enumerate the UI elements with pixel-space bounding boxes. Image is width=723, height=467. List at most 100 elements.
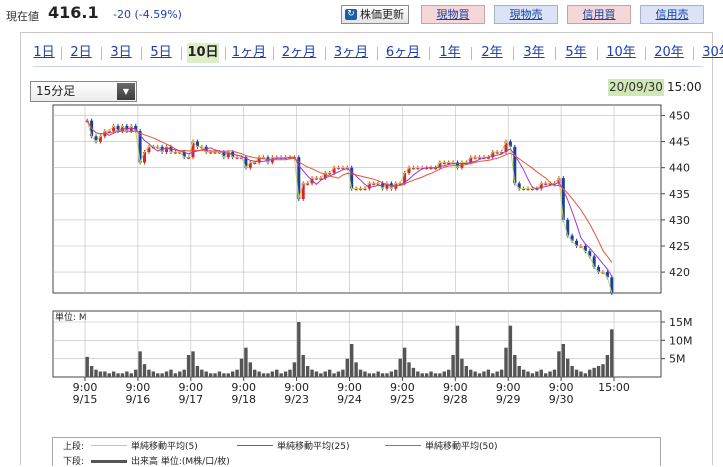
volume-bar — [169, 369, 173, 377]
period-tab-15[interactable]: 30年 — [702, 45, 723, 60]
volume-bar — [173, 373, 178, 377]
volume-bar — [310, 369, 314, 377]
volume-tick-label: 15M — [669, 316, 693, 329]
x-tick-date: 9/16 — [126, 393, 151, 406]
candle-body — [385, 183, 389, 189]
price-tick-label: 420 — [669, 266, 690, 279]
volume-bar — [270, 371, 275, 377]
candle-body — [314, 178, 318, 180]
legend-ma5: 単純移動平均(5) — [131, 442, 198, 452]
volume-bar — [385, 373, 389, 377]
volume-bar — [178, 371, 182, 377]
volume-bar — [526, 371, 530, 377]
margin-sell-button[interactable]: 信用売 — [640, 5, 704, 24]
x-tick-time: 9:00 — [178, 381, 203, 394]
volume-tick-label: 5M — [669, 353, 686, 366]
price-tick-label: 450 — [669, 109, 690, 122]
candle-body — [522, 188, 526, 191]
period-tab-11[interactable]: 3年 — [523, 45, 545, 60]
candle-body — [116, 125, 120, 132]
volume-bar — [486, 369, 491, 377]
volume-bar — [89, 366, 94, 377]
candle-body — [597, 266, 601, 273]
volume-bar — [156, 373, 160, 377]
x-tick-date: 9/23 — [284, 393, 309, 406]
refresh-quote-button[interactable]: ↻ 株価更新 — [341, 5, 409, 24]
period-tab-1[interactable]: 2日 — [70, 45, 92, 60]
volume-bar — [455, 325, 460, 377]
volume-bar — [367, 373, 372, 377]
candle-body — [376, 183, 380, 185]
interval-select[interactable]: 15分足 ▼ — [30, 81, 137, 102]
volume-bar — [592, 367, 596, 377]
volume-bar — [363, 371, 367, 377]
period-tab-13[interactable]: 10年 — [606, 45, 636, 60]
candle-body — [478, 157, 482, 159]
price-plot-frame — [52, 104, 662, 294]
candle-body — [253, 162, 257, 164]
period-tab-6[interactable]: 2ヶ月 — [281, 45, 317, 60]
volume-bar — [464, 366, 469, 377]
candle-body — [266, 157, 270, 163]
volume-bar — [358, 369, 363, 377]
period-tab-7[interactable]: 3ヶ月 — [333, 45, 369, 60]
volume-bar — [204, 371, 208, 377]
volume-bar — [548, 371, 552, 377]
volume-bar — [605, 355, 610, 377]
period-tab-2[interactable]: 3日 — [110, 45, 132, 60]
candle-body — [575, 240, 579, 246]
candle-body — [508, 141, 512, 147]
volume-bar — [398, 358, 402, 377]
volume-bar — [543, 373, 548, 377]
current-price: 416.1 — [48, 3, 99, 22]
spot-buy-button[interactable]: 現物買 — [421, 5, 485, 24]
period-tab-8[interactable]: 6ヶ月 — [385, 45, 421, 60]
candle-body — [182, 152, 186, 158]
volume-bar — [85, 356, 89, 377]
volume-bar — [424, 373, 429, 377]
candle-body — [381, 183, 385, 189]
price-tick-label: 435 — [669, 188, 690, 201]
period-tab-14[interactable]: 20年 — [654, 45, 684, 60]
period-separator — [225, 47, 226, 60]
x-tick-date: 9/25 — [390, 393, 415, 406]
candle-body — [447, 162, 451, 164]
period-tab-9[interactable]: 1年 — [439, 45, 461, 60]
candle-body — [610, 277, 614, 293]
volume-bar — [217, 371, 222, 377]
spot-sell-button[interactable]: 現物売 — [494, 5, 558, 24]
period-separator — [693, 47, 694, 60]
volume-bar — [552, 369, 557, 377]
volume-bar — [491, 373, 495, 377]
candle-body — [288, 157, 292, 159]
candle-body — [570, 235, 574, 241]
period-separator — [141, 47, 142, 60]
candle-body — [257, 157, 261, 163]
legend-swatch-ma25 — [237, 445, 273, 446]
candle-body — [535, 188, 539, 191]
period-tab-0[interactable]: 1日 — [33, 45, 55, 60]
volume-bar — [539, 369, 543, 377]
period-tab-3[interactable]: 5日 — [150, 45, 172, 60]
volume-bar — [116, 373, 120, 377]
chart-time: 15:00 — [667, 80, 702, 94]
volume-bar — [314, 371, 319, 377]
period-tab-5[interactable]: 1ヶ月 — [231, 45, 267, 60]
candle-body — [98, 136, 102, 142]
period-tab-4[interactable]: 10日 — [187, 43, 219, 63]
volume-bar — [588, 369, 592, 377]
candle-body — [226, 152, 230, 158]
period-tabs-divider — [33, 66, 703, 67]
volume-bar — [433, 373, 438, 377]
chart-legend: 上段: 単純移動平均(5) 単純移動平均(25) 単純移動平均(50) 下段: … — [52, 437, 661, 467]
candle-body — [165, 146, 169, 152]
period-tab-12[interactable]: 5年 — [565, 45, 587, 60]
margin-buy-button[interactable]: 信用買 — [567, 5, 631, 24]
refresh-quote-label: 株価更新 — [360, 8, 404, 21]
candle-body — [588, 251, 592, 257]
candle-body — [191, 141, 195, 158]
volume-bar — [570, 366, 574, 377]
x-tick-date: 9/30 — [549, 393, 574, 406]
candle-body — [328, 172, 332, 175]
period-tab-10[interactable]: 2年 — [481, 45, 503, 60]
